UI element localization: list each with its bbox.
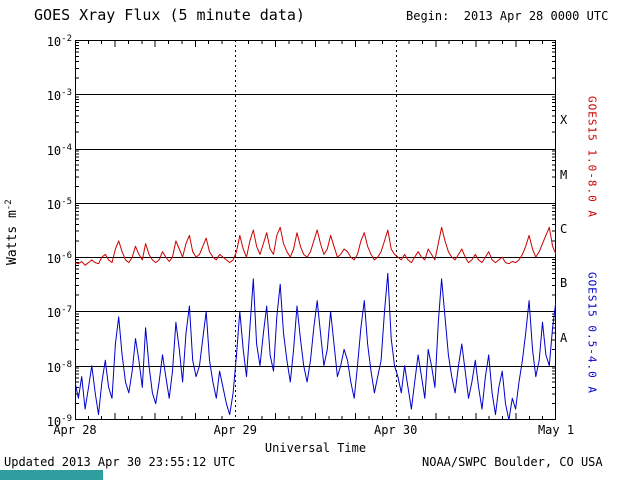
chart-title: GOES Xray Flux (5 minute data) <box>34 6 305 24</box>
plot-area <box>75 40 556 420</box>
x-tick-label: May 1 <box>537 423 575 437</box>
y-tick-label: 10-6 <box>46 251 72 267</box>
bottom-corner-bar <box>0 470 103 480</box>
flare-class-letter: B <box>560 276 568 291</box>
y-tick-label: 10-5 <box>46 196 72 212</box>
x-tick-label: Apr 28 <box>53 423 97 437</box>
flare-class-letter: X <box>560 113 568 128</box>
x-tick-label: Apr 30 <box>373 423 418 437</box>
credit-label: NOAA/SWPC Boulder, CO USA <box>422 455 603 469</box>
flare-class-letter: C <box>560 222 568 236</box>
y-tick-label: 10-9 <box>46 414 72 429</box>
y-axis-title: Watts m-2 <box>4 177 20 287</box>
y-tick-label: 10-2 <box>46 34 72 49</box>
flare-class-letter: M <box>560 167 568 182</box>
updated-timestamp: Updated 2013 Apr 30 23:55:12 UTC <box>4 455 236 469</box>
begin-time-label: Begin: 2013 Apr 28 0000 UTC <box>406 9 609 23</box>
series-label-short: GOES15 0.5-4.0 A <box>585 272 599 394</box>
y-tick-label: 10-8 <box>46 359 72 375</box>
x-tick-label: Apr 29 <box>213 423 257 437</box>
plot-border <box>75 40 556 420</box>
y-tick-label: 10-7 <box>46 305 72 321</box>
plot-canvas <box>75 40 556 420</box>
xray-short-band-series <box>75 272 556 420</box>
x-axis-title: Universal Time <box>264 441 367 455</box>
y-axis-title-exponent: -2 <box>3 199 14 211</box>
xray-long-band-series <box>75 226 556 266</box>
y-tick-label: 10-4 <box>46 142 72 158</box>
y-axis-title-base: Watts m <box>5 210 21 265</box>
series-label-long: GOES15 1.0-8.0 A <box>585 96 599 218</box>
flare-class-letter: A <box>560 330 568 345</box>
y-tick-label: 10-3 <box>46 88 72 104</box>
